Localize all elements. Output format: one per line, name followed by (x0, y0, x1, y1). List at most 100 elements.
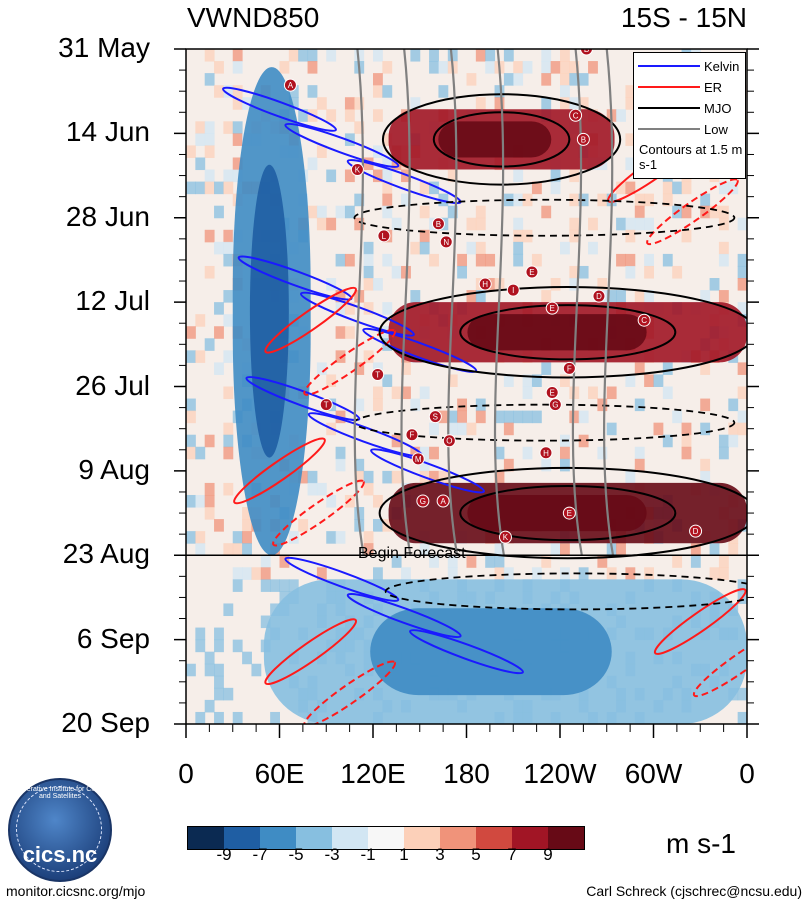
field-cell (728, 422, 739, 436)
colorbar-tick-label: -9 (216, 845, 232, 864)
colorbar-tick-label: 1 (399, 845, 409, 864)
field-cell (298, 49, 309, 62)
field-cell (457, 410, 467, 424)
field-cell (485, 253, 496, 267)
field-cell (223, 314, 234, 327)
field-cell (195, 639, 206, 653)
field-cell (578, 97, 589, 110)
field-cell (672, 555, 683, 568)
field-cell (223, 85, 234, 98)
field-cell (681, 229, 692, 243)
field-cell (391, 434, 402, 448)
field-cell (690, 543, 701, 556)
field-cell (522, 61, 533, 74)
field-cell (279, 579, 290, 592)
field-cell (560, 374, 570, 387)
field-cell (625, 217, 636, 231)
field-cell (457, 422, 467, 436)
field-cell (560, 49, 570, 62)
field-cell (223, 350, 234, 363)
field-cell (494, 410, 505, 424)
y-tick-label: 23 Aug (62, 538, 150, 570)
field-cell (550, 278, 561, 291)
field-cell (541, 49, 552, 62)
field-cell (401, 567, 411, 580)
field-cell (354, 398, 365, 412)
storm-marker (283, 78, 297, 92)
field-cell (494, 555, 505, 568)
field-cell (513, 169, 524, 183)
field-cell (569, 73, 580, 86)
field-cell (186, 326, 196, 339)
field-cell (475, 410, 486, 424)
field-cell (494, 85, 505, 98)
field-cell (616, 253, 626, 267)
storm-marker (405, 428, 419, 442)
field-cell (214, 663, 224, 677)
field-cell (419, 229, 430, 243)
field-cell (223, 434, 234, 448)
field-cell (644, 374, 654, 387)
x-tick-label: 120W (523, 758, 597, 789)
field-cell (531, 567, 542, 580)
field-cell (232, 157, 243, 171)
y-tick-label: 26 Jul (75, 369, 150, 401)
field-cell (625, 181, 636, 195)
legend-entry-mjo: MJO (638, 100, 731, 116)
field-cell (447, 422, 458, 436)
anomaly-core (438, 121, 552, 158)
field-cell (728, 434, 739, 448)
colorbar-cell (512, 827, 548, 849)
low-contour (571, 49, 583, 556)
field-cell (438, 410, 449, 424)
field-cell (728, 543, 739, 556)
field-cell (382, 470, 393, 484)
field-cell (279, 555, 290, 568)
field-cell (588, 61, 598, 74)
mjo-contour (378, 286, 747, 379)
field-cell (298, 519, 309, 532)
field-cell (326, 169, 337, 183)
er-contour (692, 630, 747, 698)
field-cell (232, 579, 243, 592)
field-cell (503, 410, 514, 424)
field-cell (344, 109, 355, 122)
colorbar-tick-label: -1 (360, 845, 376, 864)
er-contour (303, 660, 396, 724)
field-cell (335, 253, 346, 267)
field-cell (681, 205, 692, 219)
field-cell (298, 109, 309, 122)
field-cell (550, 181, 561, 195)
field-cell (447, 169, 458, 183)
field-cell (737, 265, 747, 279)
field-cell (401, 386, 411, 400)
storm-marker (562, 361, 576, 375)
colorbar-tick-label: -7 (252, 845, 268, 864)
field-cell (195, 133, 206, 146)
field-cell (728, 181, 739, 195)
field-cell (522, 446, 533, 460)
legend-label: Low (704, 121, 728, 137)
field-cell (223, 543, 234, 556)
field-cell (644, 290, 654, 303)
chart-subtitle: 15S - 15N (620, 2, 747, 33)
field-cell (700, 458, 711, 472)
field-cell (214, 362, 224, 375)
field-cell (662, 181, 673, 195)
field-cell (625, 229, 636, 243)
anomaly-core (370, 608, 612, 696)
field-cell (307, 482, 318, 496)
colorbar-units: m s-1 (666, 828, 736, 859)
anomaly-core (467, 314, 647, 351)
field-cell (232, 133, 243, 146)
field-cell (204, 338, 215, 351)
storm-marker (478, 277, 492, 291)
field-cell (644, 217, 654, 231)
field-cell (616, 109, 626, 122)
field-cell (204, 133, 215, 146)
field-cell (401, 193, 411, 207)
field-cell (223, 181, 234, 195)
field-cell (307, 205, 318, 219)
field-cell (737, 410, 747, 424)
storm-marker-label: E (529, 268, 534, 277)
